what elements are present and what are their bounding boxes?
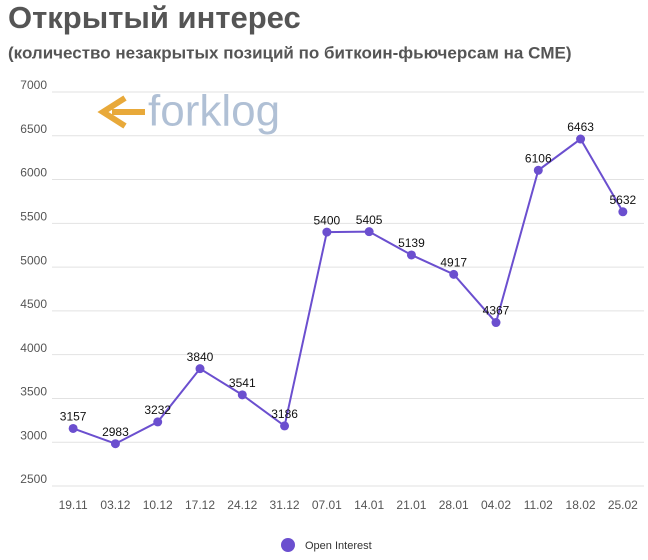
point <box>449 269 459 279</box>
x-tick-label: 14.01 <box>354 498 384 512</box>
x-tick-label: 11.02 <box>524 498 553 512</box>
value-label: 5139 <box>398 236 425 250</box>
x-tick-label: 28.01 <box>439 498 469 512</box>
point <box>195 364 205 374</box>
point <box>491 318 501 328</box>
value-label: 6463 <box>567 120 594 134</box>
value-label: 3157 <box>60 410 87 424</box>
y-tick-label: 7000 <box>20 78 47 92</box>
point <box>533 165 543 175</box>
value-label: 5632 <box>610 193 637 207</box>
value-label: 3840 <box>187 350 214 364</box>
x-tick-label: 24.12 <box>227 498 257 512</box>
x-tick-label: 21.01 <box>396 498 426 512</box>
y-tick-label: 5500 <box>20 210 47 224</box>
value-label: 5400 <box>314 213 341 227</box>
value-label: 3232 <box>144 403 171 417</box>
x-tick-label: 25.02 <box>608 498 638 512</box>
point <box>280 421 290 431</box>
x-tick-label: 03.12 <box>100 498 130 512</box>
point <box>406 250 416 260</box>
point <box>237 390 247 400</box>
y-tick-label: 6000 <box>20 166 47 180</box>
x-tick-label: 10.12 <box>143 498 173 512</box>
point <box>618 207 628 217</box>
x-tick-label: 04.02 <box>481 498 511 512</box>
y-tick-label: 4500 <box>20 297 47 311</box>
point <box>153 417 163 427</box>
y-tick-label: 6500 <box>20 122 47 136</box>
value-label: 6106 <box>525 151 552 165</box>
point <box>68 423 78 433</box>
x-tick-label: 19.11 <box>59 498 88 512</box>
value-label: 3541 <box>229 376 256 390</box>
watermark: forklog <box>148 87 280 136</box>
chart-title: Открытый интерес <box>8 0 301 35</box>
line <box>72 137 624 445</box>
value-label: 4917 <box>440 256 467 270</box>
y-tick-label: 5000 <box>20 253 47 267</box>
legend-label: Open Interest <box>305 540 372 552</box>
x-tick-label: 31.12 <box>270 498 300 512</box>
y-tick-label: 3500 <box>20 385 47 399</box>
legend-marker <box>281 538 295 552</box>
y-tick-label: 3000 <box>20 428 47 442</box>
value-label: 3186 <box>271 407 298 421</box>
point <box>322 227 332 237</box>
watermark-logo: forklog <box>97 87 280 136</box>
point <box>364 227 374 237</box>
chart-subtitle: (количество незакрытых позиций по биткои… <box>8 43 572 62</box>
x-tick-label: 07.01 <box>312 498 342 512</box>
value-label: 4367 <box>483 304 510 318</box>
x-tick-label: 17.12 <box>185 498 215 512</box>
point <box>576 134 586 144</box>
y-tick-label: 2500 <box>20 472 47 486</box>
value-label: 5405 <box>356 213 383 227</box>
point <box>110 439 120 449</box>
x-tick-label: 18.02 <box>566 498 596 512</box>
value-label: 2983 <box>102 425 129 439</box>
y-tick-label: 4000 <box>20 341 47 355</box>
